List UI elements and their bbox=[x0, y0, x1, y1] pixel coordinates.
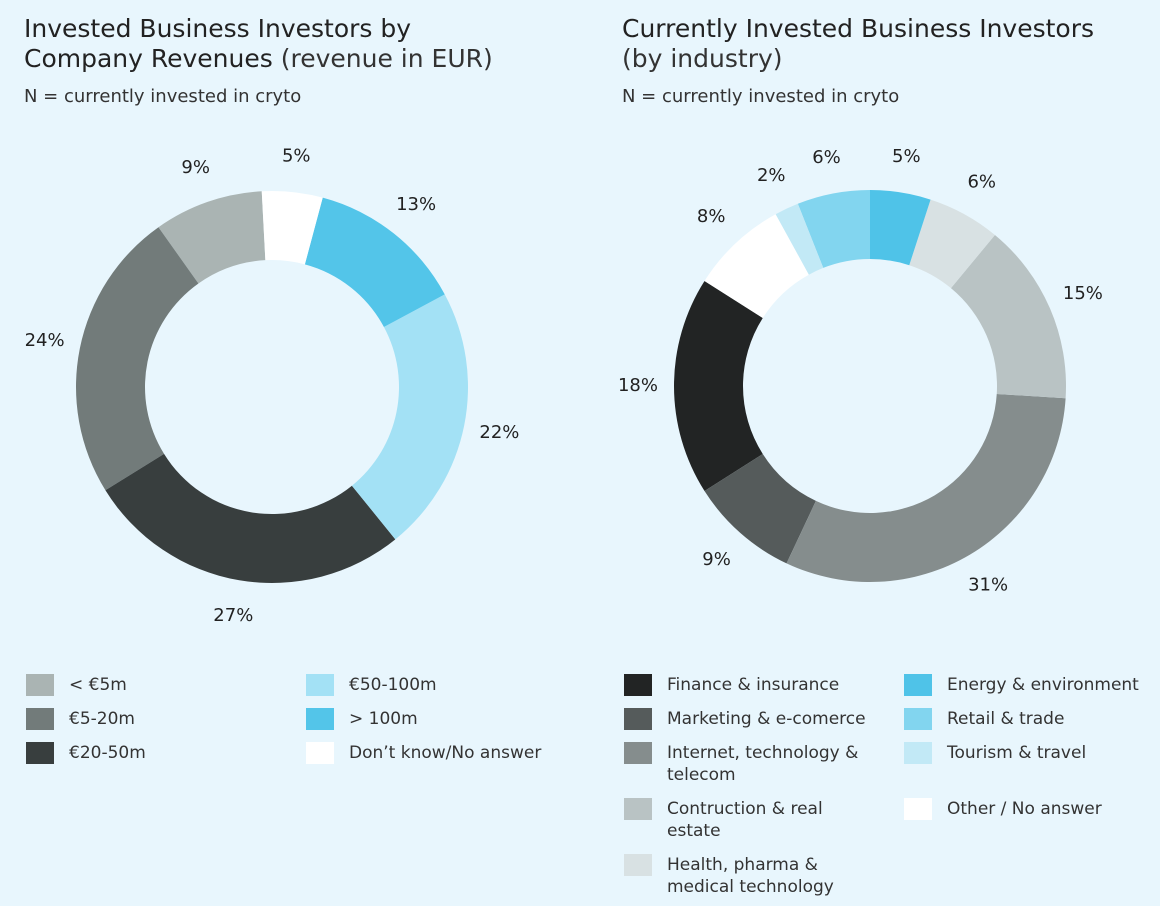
legend-item: Retail & trade bbox=[904, 708, 1160, 730]
legend-label: < €5m bbox=[69, 675, 127, 695]
legend-swatch bbox=[624, 798, 652, 820]
legend-item: €50-100m bbox=[306, 674, 576, 696]
data-label: 27% bbox=[213, 605, 253, 626]
slice bbox=[797, 190, 870, 268]
slice bbox=[870, 190, 931, 266]
data-label: 6% bbox=[967, 172, 996, 193]
legend-label: Internet, technology & telecom bbox=[667, 743, 859, 785]
donut-chart: 18% 9% 31% 15% 6% 5% 6% 2% 8% bbox=[618, 146, 1103, 596]
slice bbox=[950, 234, 1066, 399]
legend-swatch bbox=[904, 742, 932, 764]
legend-label: Marketing & e-comerce bbox=[667, 709, 866, 729]
legend-swatch bbox=[624, 854, 652, 876]
slice bbox=[158, 191, 266, 284]
legend-swatch bbox=[26, 674, 54, 696]
legend-label: €20-50m bbox=[69, 743, 146, 763]
legend-label: Retail & trade bbox=[947, 709, 1065, 729]
legend-item: < €5m bbox=[26, 674, 306, 696]
data-label: 24% bbox=[25, 330, 65, 351]
data-label: 22% bbox=[479, 422, 519, 443]
title-main: Currently Invested Business Investors bbox=[622, 14, 1095, 43]
slice bbox=[304, 197, 445, 327]
legend-item: Energy & environment bbox=[904, 674, 1160, 696]
legend-item: Contruction & real estate bbox=[624, 798, 904, 842]
slice bbox=[261, 191, 323, 265]
chart-title: Invested Business Investors by Company R… bbox=[24, 14, 524, 74]
legend-swatch bbox=[904, 798, 932, 820]
legend-item: Don’t know/No answer bbox=[306, 742, 576, 764]
legend-label: Finance & insurance bbox=[667, 675, 840, 695]
slice bbox=[75, 227, 199, 491]
data-label: 6% bbox=[812, 147, 841, 168]
legend: Finance & insurance Marketing & e-comerce… bbox=[624, 674, 1160, 898]
data-label: 8% bbox=[697, 206, 726, 227]
legend-swatch bbox=[26, 742, 54, 764]
legend-swatch bbox=[26, 708, 54, 730]
legend-swatch bbox=[306, 708, 334, 730]
legend-label: €5-20m bbox=[69, 709, 135, 729]
legend-swatch bbox=[306, 742, 334, 764]
legend-item: €5-20m bbox=[26, 708, 306, 730]
legend-label: Other / No answer bbox=[947, 799, 1102, 819]
chart-panel: Currently Invested Business Investors (b… bbox=[598, 0, 1158, 906]
legend-item: Tourism & travel bbox=[904, 742, 1160, 764]
legend-swatch bbox=[624, 742, 652, 764]
legend-item: Other / No answer bbox=[904, 798, 1160, 820]
slice bbox=[105, 453, 396, 583]
legend-label: Tourism & travel bbox=[947, 743, 1087, 763]
chart-note: N = currently invested in cryto bbox=[24, 86, 302, 107]
legend-label: Don’t know/No answer bbox=[349, 743, 542, 763]
legend: < €5m €5-20m €20-50m €50-100m > 100m Don’t kn… bbox=[26, 674, 576, 764]
legend-swatch bbox=[904, 708, 932, 730]
data-label: 13% bbox=[396, 194, 436, 215]
donut-chart: 9% 24% 27% 22% 13% 5% bbox=[25, 145, 520, 626]
chart-title: Currently Invested Business Investors (b… bbox=[622, 14, 1122, 74]
legend-swatch bbox=[904, 674, 932, 696]
slice bbox=[786, 393, 1066, 582]
legend-label: > 100m bbox=[349, 709, 418, 729]
legend-label: Energy & environment bbox=[947, 675, 1139, 695]
legend-label: Health, pharma & medical technology bbox=[667, 855, 834, 897]
legend-item: Finance & insurance bbox=[624, 674, 904, 696]
chart-panel: Invested Business Investors by Company R… bbox=[0, 0, 560, 906]
data-label: 15% bbox=[1063, 283, 1103, 304]
title-note: (revenue in EUR) bbox=[280, 44, 493, 73]
data-label: 9% bbox=[702, 549, 731, 570]
legend-item: Internet, technology & telecom bbox=[624, 742, 904, 786]
slice bbox=[704, 214, 809, 318]
data-label: 31% bbox=[968, 575, 1008, 596]
slice bbox=[351, 294, 468, 540]
title-note: (by industry) bbox=[622, 44, 783, 73]
legend-item: €20-50m bbox=[26, 742, 306, 764]
chart-note: N = currently invested in cryto bbox=[622, 86, 900, 107]
legend-swatch bbox=[624, 708, 652, 730]
data-label: 2% bbox=[757, 165, 786, 186]
slice bbox=[674, 280, 763, 492]
data-label: 9% bbox=[181, 157, 210, 178]
title-main: Invested Business Investors by Company R… bbox=[24, 14, 412, 73]
legend-label: €50-100m bbox=[349, 675, 437, 695]
slice bbox=[909, 199, 995, 289]
data-label: 18% bbox=[618, 375, 658, 396]
data-label: 5% bbox=[892, 146, 921, 167]
data-label: 5% bbox=[282, 145, 311, 166]
slice bbox=[775, 203, 824, 275]
slice bbox=[704, 454, 816, 564]
legend-item: Marketing & e-comerce bbox=[624, 708, 904, 730]
legend-swatch bbox=[624, 674, 652, 696]
legend-item: Health, pharma & medical technology bbox=[624, 854, 904, 898]
legend-swatch bbox=[306, 674, 334, 696]
legend-item: > 100m bbox=[306, 708, 576, 730]
legend-label: Contruction & real estate bbox=[667, 799, 823, 841]
